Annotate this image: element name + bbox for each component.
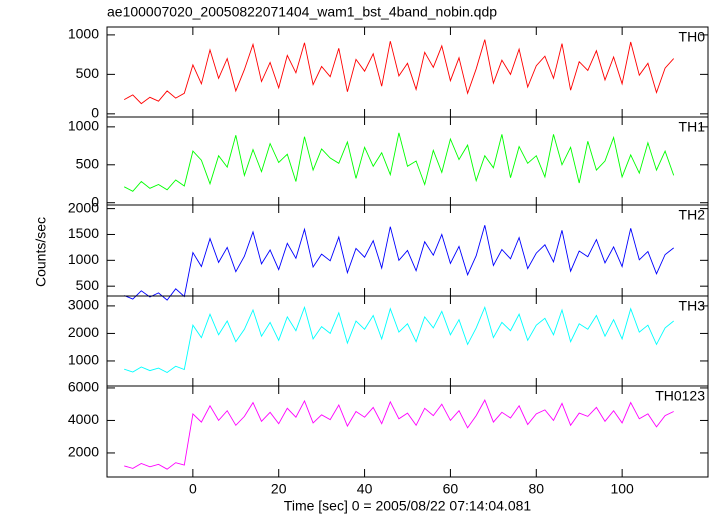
y-tick-label: 2000	[68, 199, 99, 215]
y-axis-label: Counts/sec	[33, 217, 49, 287]
legend-label: TH1	[679, 119, 706, 135]
y-tick-label: 4000	[68, 411, 99, 427]
y-tick-label: 2000	[68, 324, 99, 340]
data-line	[124, 305, 674, 374]
y-tick-label: 1500	[68, 225, 99, 241]
x-tick-label: 80	[528, 481, 544, 497]
y-tick-label: 6000	[68, 379, 99, 395]
panel-frame	[106, 26, 709, 118]
y-tick-label: 1000	[68, 352, 99, 368]
y-tick-label: 500	[76, 277, 100, 293]
legend-label: TH3	[679, 298, 706, 314]
y-tick-label: 3000	[68, 297, 99, 313]
panel-frame	[106, 385, 709, 478]
y-tick-label: 0	[91, 193, 99, 209]
x-tick-label: 60	[443, 481, 459, 497]
y-tick-label: 500	[76, 155, 100, 171]
panel-frame	[106, 295, 709, 387]
x-tick-label: 40	[357, 481, 373, 497]
y-tick-label: 1000	[68, 118, 99, 134]
chart-title: ae100007020_20050822071404_wam1_bst_4ban…	[107, 4, 497, 20]
data-line	[123, 39, 675, 105]
legend-label: TH0	[679, 29, 706, 45]
y-tick-label: 1000	[68, 251, 99, 267]
x-tick-label: 20	[271, 481, 287, 497]
data-line	[124, 225, 674, 301]
y-tick-label: 0	[91, 105, 99, 121]
x-axis-label: Time [sec] 0 = 2005/08/22 07:14:04.081	[284, 498, 532, 514]
panel-frame	[106, 116, 709, 206]
data-line	[123, 132, 675, 192]
y-tick-label: 2000	[68, 444, 99, 460]
y-tick-label: 500	[76, 65, 100, 81]
y-tick-label: 1000	[68, 26, 99, 42]
data-line	[124, 399, 674, 470]
legend-label: TH0123	[655, 388, 705, 404]
x-tick-label: 0	[189, 481, 197, 497]
legend-label: TH2	[679, 207, 706, 223]
x-tick-label: 100	[610, 481, 634, 497]
